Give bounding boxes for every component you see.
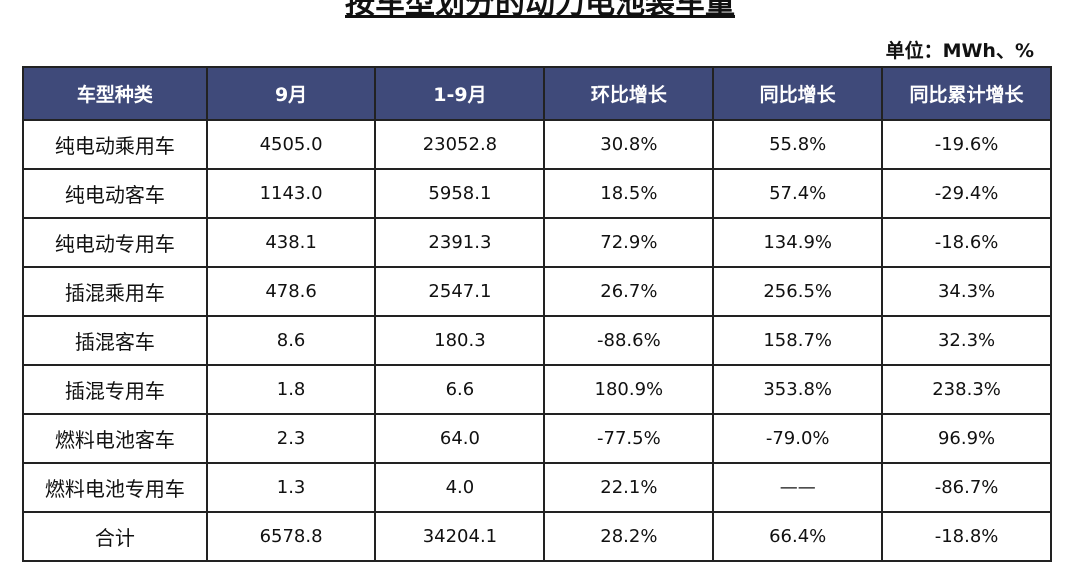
- column-header: 同比累计增长: [881, 66, 1052, 121]
- value-cell: -18.6%: [881, 217, 1052, 268]
- value-cell: 34.3%: [881, 266, 1052, 317]
- column-header: 同比增长: [712, 66, 884, 121]
- value-cell: 134.9%: [712, 217, 884, 268]
- table-row: 纯电动乘用车 4505.0 23052.8 30.8% 55.8% -19.6%: [22, 119, 1052, 170]
- vehicle-type-cell: 燃料电池客车: [22, 413, 208, 464]
- value-cell: 64.0: [374, 413, 546, 464]
- value-cell: 96.9%: [881, 413, 1052, 464]
- value-cell: 4.0: [374, 462, 546, 513]
- value-cell: 72.9%: [543, 217, 715, 268]
- value-cell: 1143.0: [205, 168, 377, 219]
- value-cell: 158.7%: [712, 315, 884, 366]
- value-cell: 438.1: [205, 217, 377, 268]
- vehicle-type-cell: 纯电动专用车: [22, 217, 208, 268]
- vehicle-type-cell: 插混客车: [22, 315, 208, 366]
- value-cell: -19.6%: [881, 119, 1052, 170]
- value-cell: 1.3: [205, 462, 377, 513]
- table-row: 纯电动客车 1143.0 5958.1 18.5% 57.4% -29.4%: [22, 168, 1052, 219]
- table-row: 插混乘用车 478.6 2547.1 26.7% 256.5% 34.3%: [22, 266, 1052, 317]
- battery-table: 车型种类 9月 1-9月 环比增长 同比增长 同比累计增长 纯电动乘用车 4505.0 230…: [22, 66, 1052, 562]
- value-cell: 353.8%: [712, 364, 884, 415]
- value-cell: 18.5%: [543, 168, 715, 219]
- value-cell: 6.6: [374, 364, 546, 415]
- value-cell: -88.6%: [543, 315, 715, 366]
- value-cell: 4505.0: [205, 119, 377, 170]
- column-header: 9月: [205, 66, 377, 121]
- vehicle-type-cell: 燃料电池专用车: [22, 462, 208, 513]
- table-row: 纯电动专用车 438.1 2391.3 72.9% 134.9% -18.6%: [22, 217, 1052, 268]
- table-row: 合计 6578.8 34204.1 28.2% 66.4% -18.8%: [22, 511, 1052, 562]
- table-row: 燃料电池专用车 1.3 4.0 22.1% —— -86.7%: [22, 462, 1052, 513]
- value-cell: 34204.1: [374, 511, 546, 562]
- value-cell: 256.5%: [712, 266, 884, 317]
- value-cell: -77.5%: [543, 413, 715, 464]
- unit-label: 单位：MWh、%: [885, 40, 1034, 62]
- value-cell: 238.3%: [881, 364, 1052, 415]
- page-title: 按车型划分的动力电池装车量: [345, 0, 735, 21]
- value-cell: 66.4%: [712, 511, 884, 562]
- value-cell: 8.6: [205, 315, 377, 366]
- column-header: 1-9月: [374, 66, 546, 121]
- value-cell: 1.8: [205, 364, 377, 415]
- value-cell: -86.7%: [881, 462, 1052, 513]
- vehicle-type-cell: 插混乘用车: [22, 266, 208, 317]
- table-row: 插混专用车 1.8 6.6 180.9% 353.8% 238.3%: [22, 364, 1052, 415]
- value-cell: 2.3: [205, 413, 377, 464]
- vehicle-type-cell: 纯电动乘用车: [22, 119, 208, 170]
- table-row: 燃料电池客车 2.3 64.0 -77.5% -79.0% 96.9%: [22, 413, 1052, 464]
- vehicle-type-cell: 合计: [22, 511, 208, 562]
- value-cell: -79.0%: [712, 413, 884, 464]
- value-cell: 180.9%: [543, 364, 715, 415]
- value-cell: 32.3%: [881, 315, 1052, 366]
- vehicle-type-cell: 插混专用车: [22, 364, 208, 415]
- value-cell: 22.1%: [543, 462, 715, 513]
- value-cell: 2547.1: [374, 266, 546, 317]
- value-cell: 2391.3: [374, 217, 546, 268]
- value-cell: -18.8%: [881, 511, 1052, 562]
- value-cell: 180.3: [374, 315, 546, 366]
- vehicle-type-cell: 纯电动客车: [22, 168, 208, 219]
- column-header: 环比增长: [543, 66, 715, 121]
- value-cell: -29.4%: [881, 168, 1052, 219]
- table-row: 插混客车 8.6 180.3 -88.6% 158.7% 32.3%: [22, 315, 1052, 366]
- value-cell: 478.6: [205, 266, 377, 317]
- value-cell: 30.8%: [543, 119, 715, 170]
- value-cell: 57.4%: [712, 168, 884, 219]
- value-cell: 5958.1: [374, 168, 546, 219]
- value-cell: 28.2%: [543, 511, 715, 562]
- value-cell: 55.8%: [712, 119, 884, 170]
- value-cell: 6578.8: [205, 511, 377, 562]
- value-cell: 23052.8: [374, 119, 546, 170]
- value-cell: ——: [712, 462, 884, 513]
- value-cell: 26.7%: [543, 266, 715, 317]
- column-header: 车型种类: [22, 66, 208, 121]
